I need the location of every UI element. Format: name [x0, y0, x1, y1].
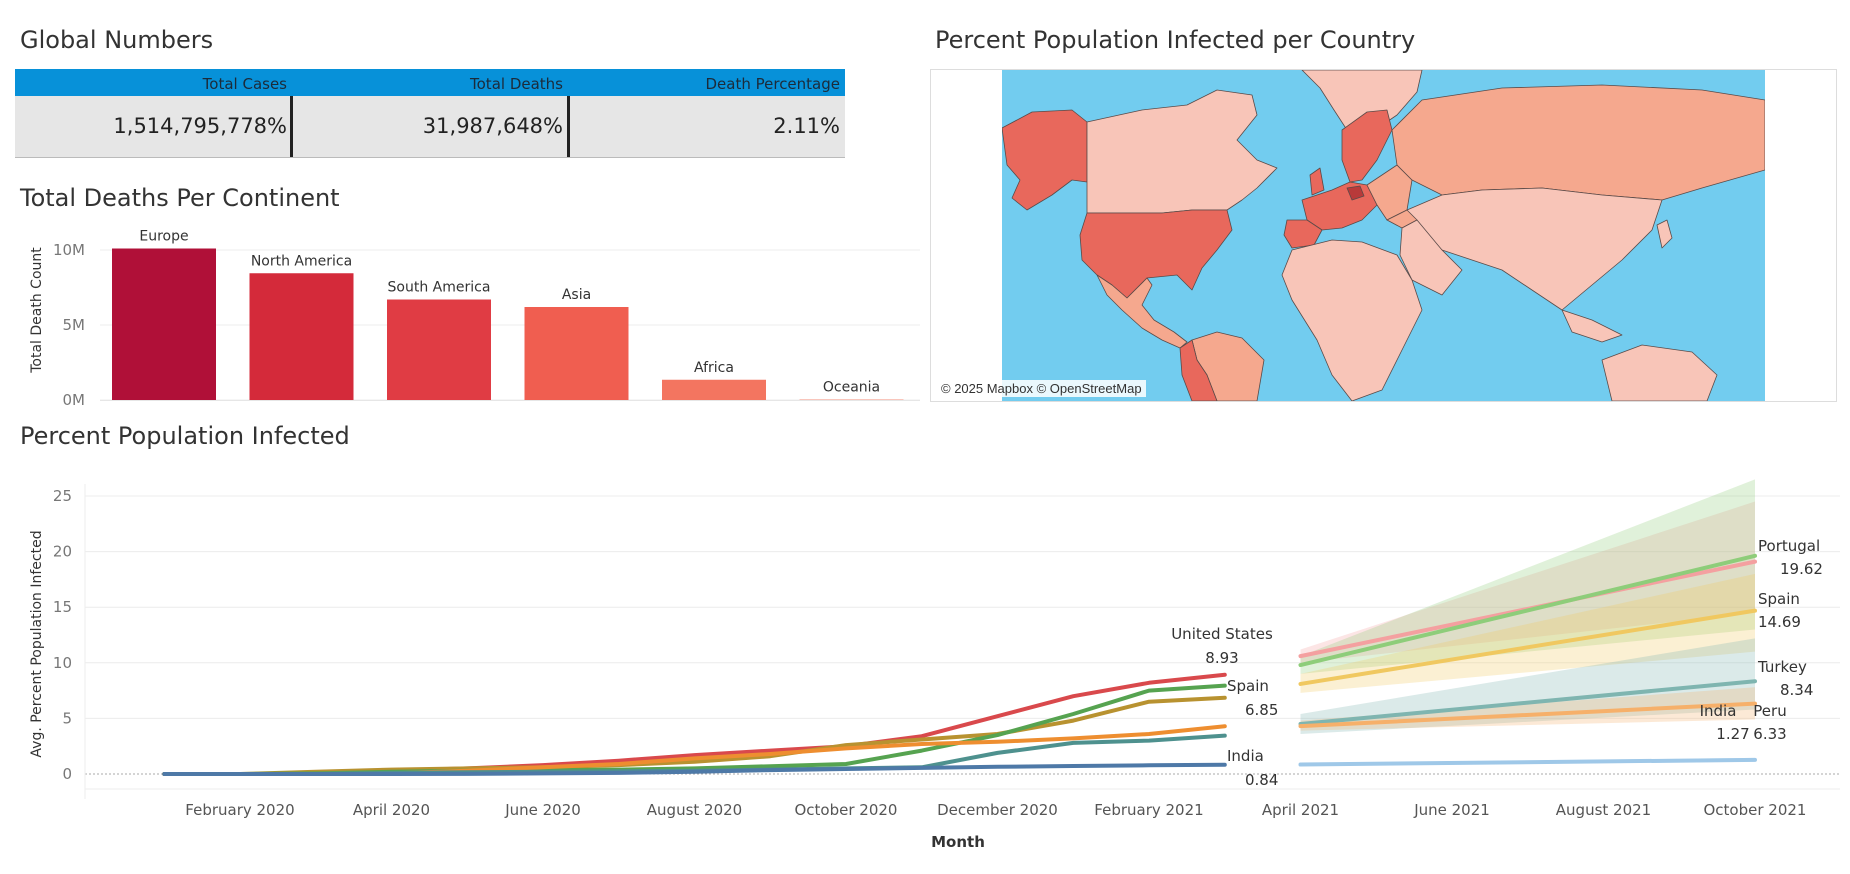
- line-x-tick-label: August 2021: [1556, 801, 1651, 819]
- line-x-tick-label: December 2020: [937, 801, 1058, 819]
- map-title: Percent Population Infected per Country: [935, 26, 1416, 54]
- bar-africa[interactable]: [662, 379, 766, 400]
- forecast-line-spain[interactable]: [1298, 608, 1757, 686]
- line-y-tick-label: 10: [53, 654, 72, 672]
- annotation-value: 6.33: [1753, 725, 1786, 743]
- country-middle-east[interactable]: [1399, 219, 1463, 296]
- bar-north-america[interactable]: [249, 273, 354, 400]
- world-map-canvas[interactable]: [1002, 70, 1765, 401]
- value-death-percentage[interactable]: 2.11%: [773, 114, 840, 138]
- bar-data-label: Asia: [562, 287, 591, 303]
- line-y-tick-label: 25: [53, 487, 72, 505]
- line-x-tick-label: October 2020: [795, 801, 898, 819]
- line-x-tick-label: February 2021: [1094, 801, 1203, 819]
- global-numbers-row: 1,514,795,778% 31,987,648% 2.11%: [15, 96, 845, 158]
- bar-y-axis-label: Total Death Count: [29, 247, 45, 374]
- line-x-tick-label: October 2021: [1704, 801, 1807, 819]
- country-united-kingdom[interactable]: [1309, 167, 1325, 196]
- series-line-spain[interactable]: [162, 695, 1227, 776]
- country-mexico[interactable]: [1096, 274, 1188, 349]
- country-southeast-asia[interactable]: [1561, 309, 1623, 343]
- country-africa[interactable]: [1281, 239, 1423, 401]
- line-y-tick-label: 5: [62, 709, 72, 727]
- bar-y-tick-label: 0M: [63, 391, 86, 405]
- global-numbers-header: Total Cases Total Deaths Death Percentag…: [15, 69, 845, 96]
- annotation-value: 8.34: [1780, 681, 1813, 699]
- line-x-axis-label: Month: [931, 833, 985, 851]
- bar-europe[interactable]: [112, 248, 216, 401]
- country-central-europe[interactable]: [1346, 185, 1365, 201]
- header-total-cases[interactable]: Total Cases: [202, 75, 287, 93]
- annotation-name: Portugal: [1758, 537, 1820, 555]
- column-divider: [567, 96, 570, 157]
- forecast-line-portugal[interactable]: [1298, 553, 1757, 668]
- country-japan[interactable]: [1656, 219, 1673, 249]
- header-total-deaths[interactable]: Total Deaths: [470, 75, 563, 93]
- bar-data-label: Oceania: [823, 379, 880, 395]
- annotation-name: Spain: [1758, 590, 1800, 608]
- annotation-value: 8.93: [1205, 649, 1238, 667]
- annotation-value: 0.84: [1245, 771, 1278, 789]
- annotation-name: India: [1700, 702, 1737, 720]
- annotation-name: Turkey: [1757, 658, 1807, 676]
- bar-data-label: South America: [388, 280, 491, 296]
- global-numbers-table: Total Cases Total Deaths Death Percentag…: [15, 69, 845, 158]
- forecast-line-peru[interactable]: [1298, 701, 1757, 729]
- forecast-line-india[interactable]: [1298, 757, 1757, 767]
- global-numbers-title: Global Numbers: [20, 26, 214, 54]
- forecast-band-spain: [1300, 573, 1755, 693]
- country-australia[interactable]: [1601, 344, 1718, 401]
- country-asia[interactable]: [1406, 187, 1663, 311]
- bar-data-label: North America: [251, 253, 352, 269]
- country-scandinavia[interactable]: [1341, 109, 1393, 183]
- column-divider: [290, 96, 293, 157]
- annotation-value: 1.27: [1716, 725, 1749, 743]
- annotation-name: United States: [1171, 625, 1273, 643]
- country-alaska[interactable]: [1002, 109, 1088, 211]
- value-total-cases[interactable]: 1,514,795,778%: [113, 114, 287, 138]
- deaths-per-continent-chart: Total Death Count 0M 5M 10M Europe North Ame…: [29, 229, 920, 405]
- annotation-value: 6.85: [1245, 701, 1278, 719]
- world-map[interactable]: © 2025 Mapbox © OpenStreetMap: [930, 69, 1837, 402]
- value-total-deaths[interactable]: 31,987,648%: [422, 114, 563, 138]
- annotation-name: India: [1227, 747, 1264, 765]
- country-united-states[interactable]: [1079, 209, 1233, 299]
- bar-asia[interactable]: [524, 307, 629, 400]
- bar-south-america[interactable]: [387, 299, 491, 401]
- map-attribution: © 2025 Mapbox © OpenStreetMap: [937, 380, 1146, 397]
- line-y-axis-label: Avg. Percent Population Infected: [29, 530, 45, 757]
- bar-oceania[interactable]: [799, 399, 904, 400]
- line-x-tick-label: August 2020: [647, 801, 742, 819]
- line-y-tick-label: 15: [53, 598, 72, 616]
- annotation-name: Spain: [1227, 677, 1269, 695]
- line-y-tick-label: 0: [62, 765, 72, 783]
- header-death-percentage[interactable]: Death Percentage: [705, 75, 840, 93]
- line-chart-title: Percent Population Infected: [20, 422, 350, 450]
- percent-population-infected-chart: Avg. Percent Population Infected Month 0…: [29, 479, 1840, 851]
- bar-data-label: Europe: [139, 229, 188, 245]
- bar-y-tick-label: 10M: [53, 241, 85, 259]
- line-x-tick-label: April 2021: [1262, 801, 1339, 819]
- bar-y-tick-label: 5M: [63, 316, 86, 334]
- series-line-india[interactable]: [162, 762, 1227, 776]
- bar-chart-title: Total Deaths Per Continent: [20, 184, 340, 212]
- annotation-value: 14.69: [1758, 613, 1801, 631]
- annotation-value: 19.62: [1780, 560, 1823, 578]
- forecast-band-portugal: [1300, 479, 1755, 674]
- line-x-tick-label: June 2020: [504, 801, 581, 819]
- bar-data-label: Africa: [694, 360, 734, 376]
- country-peru[interactable]: [1179, 339, 1218, 401]
- line-y-tick-label: 20: [53, 543, 72, 561]
- line-x-tick-label: February 2020: [185, 801, 294, 819]
- line-x-tick-label: June 2021: [1413, 801, 1490, 819]
- line-x-tick-label: April 2020: [353, 801, 430, 819]
- forecast-line-turkey[interactable]: [1298, 679, 1757, 726]
- annotation-name: Peru: [1753, 702, 1786, 720]
- country-russia[interactable]: [1391, 84, 1765, 201]
- forecast-band-portugal: [1300, 501, 1755, 663]
